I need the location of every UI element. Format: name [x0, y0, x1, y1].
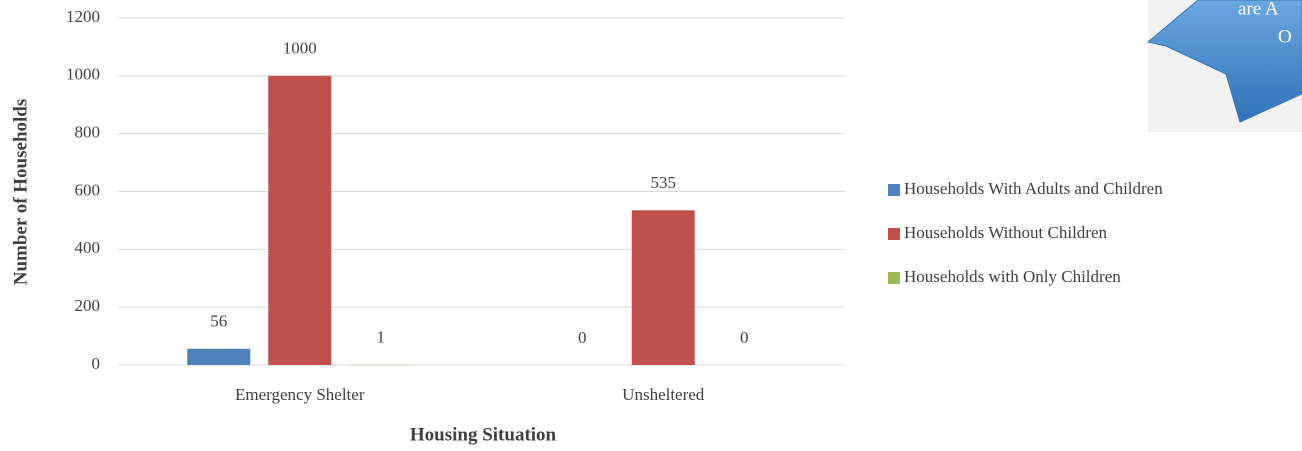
legend-swatch [888, 272, 900, 284]
value-label: 0 [578, 328, 587, 347]
bar [268, 76, 331, 365]
value-label: 56 [210, 312, 227, 331]
legend-label: Households With Adults and Children [904, 179, 1163, 198]
callout-text: O [1278, 26, 1292, 47]
y-tick-label: 800 [75, 123, 101, 142]
chart: are A O Housing Situation Number of Hous… [0, 0, 1302, 451]
legend-label: Households Without Children [904, 223, 1107, 242]
y-tick-label: 400 [75, 238, 101, 257]
page: {"chart_data": {"type": "bar", "x_label"… [0, 0, 1302, 451]
x-axis-title: Housing Situation [410, 424, 557, 445]
x-tick-label: Unsheltered [622, 385, 705, 404]
value-label: 1000 [283, 39, 317, 58]
legend-swatch [888, 228, 900, 240]
y-tick-label: 600 [75, 180, 101, 199]
bar [632, 210, 695, 365]
x-tick-label: Emergency Shelter [235, 385, 365, 404]
legend-label: Households with Only Children [904, 267, 1121, 286]
callout-text: are A [1238, 0, 1279, 19]
value-label: 0 [740, 328, 749, 347]
y-tick-label: 1000 [66, 65, 100, 84]
value-label: 1 [377, 328, 386, 347]
value-label: 535 [651, 173, 677, 192]
y-axis-title: Number of Households [10, 99, 31, 286]
y-tick-label: 1200 [66, 7, 100, 26]
legend-swatch [888, 184, 900, 196]
y-tick-label: 200 [75, 296, 101, 315]
y-tick-label: 0 [92, 354, 101, 373]
bar [187, 349, 250, 365]
